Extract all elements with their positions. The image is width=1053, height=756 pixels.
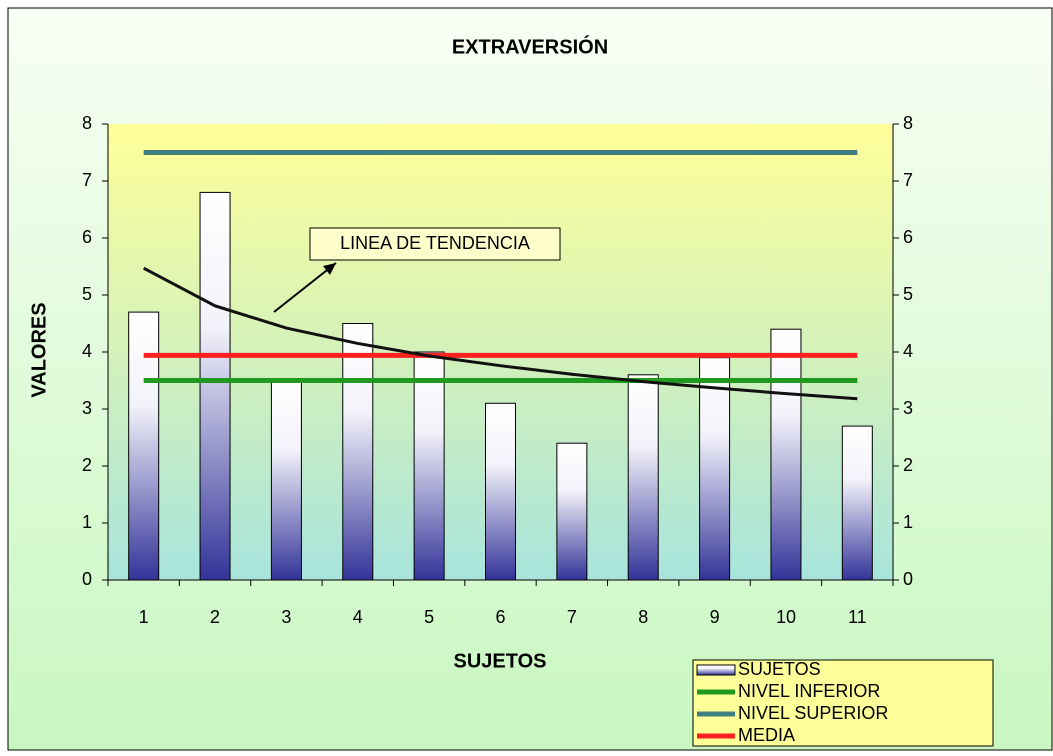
y-tick-label: 8 (82, 113, 92, 133)
annotation-box (309, 227, 561, 261)
y2-tick-label: 5 (903, 284, 913, 304)
bar (342, 323, 374, 581)
legend (692, 659, 994, 747)
bar (699, 357, 731, 581)
x-tick-label: 11 (848, 607, 867, 627)
y-tick-label: 7 (82, 170, 92, 190)
x-tick-label: 1 (139, 607, 149, 627)
y2-tick-label: 0 (903, 569, 913, 589)
legend-swatch (696, 664, 736, 676)
y-tick-label: 2 (82, 455, 92, 475)
y2-tick-label: 6 (903, 227, 913, 247)
bar (556, 442, 588, 581)
bar (627, 374, 659, 581)
bar (413, 351, 445, 581)
legend-label: NIVEL SUPERIOR (738, 703, 888, 723)
y-tick-label: 1 (82, 512, 92, 532)
bar (270, 380, 302, 581)
x-tick-label: 6 (495, 607, 505, 627)
bar (841, 425, 873, 581)
y-tick-label: 3 (82, 398, 92, 418)
x-tick-label: 4 (353, 607, 363, 627)
y2-tick-label: 1 (903, 512, 913, 532)
x-tick-label: 3 (281, 607, 291, 627)
y2-tick-label: 3 (903, 398, 913, 418)
x-tick-label: 2 (210, 607, 220, 627)
legend-label: MEDIA (738, 725, 795, 745)
y-tick-label: 4 (82, 341, 92, 361)
bar (770, 328, 802, 581)
marks (128, 150, 873, 581)
y-axis-label: VALORES (28, 302, 50, 397)
y2-tick-label: 7 (903, 170, 913, 190)
legend-label: NIVEL INFERIOR (738, 681, 880, 701)
legend-label: SUJETOS (738, 659, 821, 679)
y2-tick-label: 4 (903, 341, 913, 361)
x-tick-label: 5 (424, 607, 434, 627)
y2-tick-label: 2 (903, 455, 913, 475)
annotation-arrow (273, 262, 337, 313)
x-tick-label: 8 (638, 607, 648, 627)
bar (485, 402, 516, 581)
x-tick-label: 9 (710, 607, 720, 627)
y-tick-label: 6 (82, 227, 92, 247)
chart-title: EXTRAVERSIÓN (452, 34, 608, 58)
trend-line (142, 266, 858, 401)
x-tick-label: 10 (776, 607, 796, 627)
y2-tick-label: 8 (903, 113, 913, 133)
x-tick-label: 7 (567, 607, 577, 627)
annotation: LINEA DE TENDENCIA (340, 233, 530, 253)
bar (199, 191, 231, 581)
x-axis-label: SUJETOS (454, 650, 547, 672)
bar (128, 311, 160, 581)
arrow-head (323, 263, 336, 275)
y-tick-label: 0 (82, 569, 92, 589)
y-tick-label: 5 (82, 284, 92, 304)
